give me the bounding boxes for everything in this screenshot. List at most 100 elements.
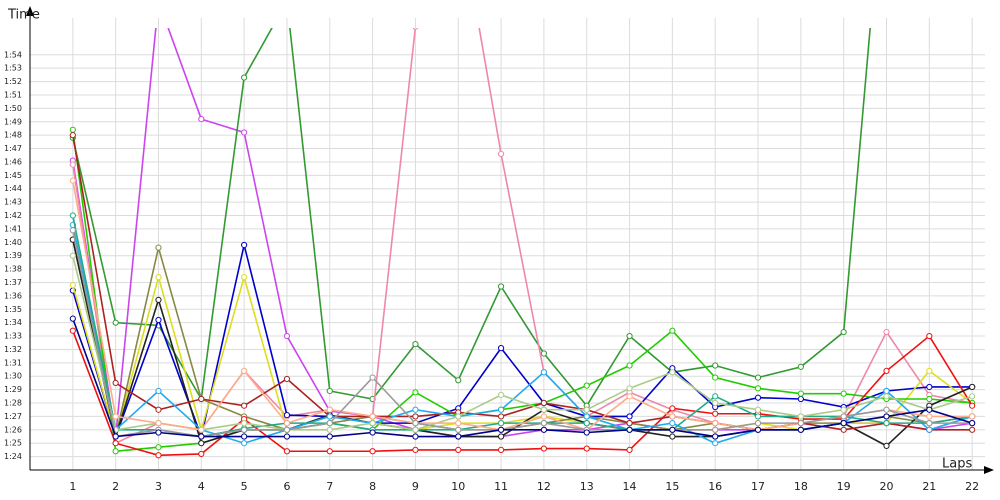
x-tick-label: 5: [241, 480, 248, 493]
point: [540, 399, 548, 407]
point: [412, 426, 419, 433]
point: [455, 420, 462, 427]
point: [712, 420, 719, 427]
y-tick-label: 1:53: [4, 64, 22, 73]
series-line: [72, 28, 871, 408]
point: [412, 420, 419, 427]
y-tick-label: 1:49: [4, 117, 22, 126]
y-tick-label: 1:48: [4, 131, 22, 140]
point: [497, 150, 505, 158]
y-tick-label: 1:51: [4, 90, 22, 99]
series-line: [72, 230, 973, 438]
y-tick-label: 1:26: [4, 425, 22, 434]
plot-area: [69, 0, 976, 459]
y-tick-label: 1:36: [4, 291, 22, 300]
point: [926, 395, 933, 403]
x-axis-title: Laps: [942, 457, 972, 472]
point: [497, 413, 505, 420]
point: [583, 382, 590, 389]
y-tick-label: 1:37: [4, 278, 22, 287]
point: [369, 413, 376, 420]
point: [198, 433, 205, 440]
point: [112, 440, 119, 447]
point: [712, 433, 719, 440]
point: [155, 274, 162, 281]
point: [155, 244, 162, 251]
y-tick-label: 1:52: [4, 77, 22, 86]
x-tick-label: 22: [965, 480, 979, 493]
point: [198, 426, 205, 433]
point: [626, 446, 633, 454]
point: [840, 406, 847, 413]
y-tick-label: 1:31: [4, 358, 22, 367]
point: [412, 446, 419, 454]
point: [840, 426, 847, 433]
y-tick-label: 1:27: [4, 412, 22, 421]
point: [583, 445, 590, 452]
point: [369, 448, 376, 455]
point: [241, 433, 248, 440]
point: [326, 448, 333, 455]
point: [497, 420, 505, 427]
x-tick-label: 10: [451, 480, 465, 493]
point: [669, 413, 676, 420]
series-line: [72, 244, 973, 440]
point: [797, 420, 804, 427]
point: [969, 426, 976, 433]
point: [155, 420, 162, 427]
point: [198, 395, 205, 403]
point: [626, 413, 633, 420]
point: [283, 433, 291, 440]
point: [412, 406, 419, 413]
point: [112, 379, 119, 387]
point: [283, 426, 291, 433]
point: [69, 282, 76, 289]
point: [669, 369, 676, 376]
x-tick-label: 13: [580, 480, 594, 493]
point: [412, 28, 419, 30]
y-tick-label: 1:35: [4, 305, 22, 314]
y-tick-label: 1:32: [4, 345, 22, 354]
point: [241, 402, 248, 409]
y-tick-label: 1:28: [4, 399, 22, 408]
point: [969, 383, 976, 391]
y-tick-label: 1:33: [4, 332, 22, 341]
point: [969, 393, 976, 400]
point: [326, 426, 333, 433]
point: [369, 429, 376, 436]
point: [669, 405, 676, 412]
point: [284, 0, 289, 4]
point: [669, 433, 676, 440]
point: [241, 420, 248, 427]
point: [840, 413, 847, 420]
series-line: [72, 239, 973, 447]
point: [283, 420, 291, 427]
series-line: [72, 255, 973, 431]
point: [969, 420, 976, 427]
point: [241, 129, 248, 136]
x-tick-label: 15: [665, 480, 679, 493]
point: [669, 327, 676, 334]
point: [883, 328, 890, 336]
x-tick-label: 8: [369, 480, 376, 493]
point: [712, 374, 719, 381]
point: [241, 74, 248, 81]
point: [583, 406, 590, 413]
point: [455, 377, 462, 384]
point: [926, 332, 933, 340]
x-tick-label: 3: [155, 480, 162, 493]
point: [497, 345, 505, 352]
point: [198, 440, 205, 447]
point: [754, 394, 762, 401]
point: [497, 391, 505, 399]
point: [69, 126, 76, 133]
point: [69, 227, 76, 234]
y-tick-label: 1:24: [4, 452, 22, 461]
point: [155, 452, 162, 459]
y-tick-label: 1:44: [4, 184, 22, 193]
point: [155, 387, 162, 395]
point: [369, 374, 376, 381]
point: [883, 387, 890, 395]
y-axis-arrow: [26, 6, 34, 16]
point: [69, 161, 76, 168]
